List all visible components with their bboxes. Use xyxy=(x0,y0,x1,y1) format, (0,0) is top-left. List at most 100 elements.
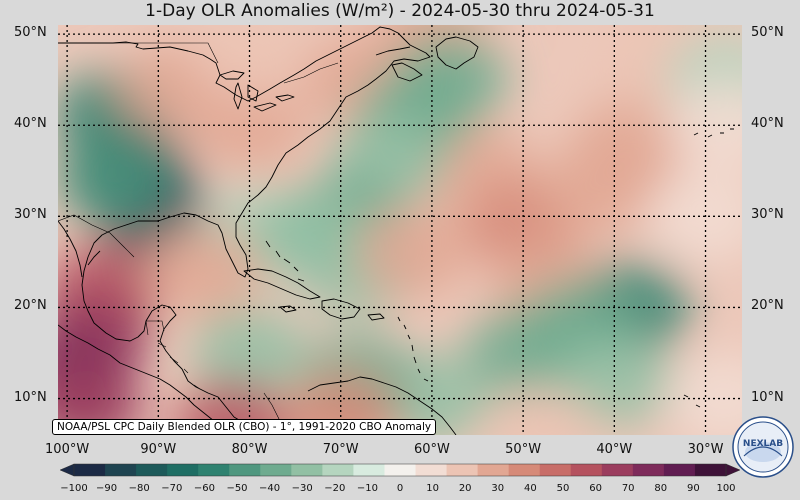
colorbar-swatch xyxy=(74,464,106,476)
coastline-layer xyxy=(58,26,734,435)
colorbar-swatch xyxy=(632,464,665,476)
colorbar-tick-label: 30 xyxy=(491,483,505,494)
colorbar-swatch xyxy=(570,464,603,476)
nova-scotia xyxy=(391,62,423,82)
olr-anomaly-map xyxy=(58,25,742,435)
baja-coastline xyxy=(58,220,83,278)
colorbar-swatch xyxy=(260,464,292,476)
colorbar-swatch xyxy=(384,464,417,476)
colorbar-tick-label: 50 xyxy=(556,483,570,494)
colorbar-tick-label: 10 xyxy=(426,483,439,494)
jamaica xyxy=(279,305,297,313)
colorbar-tick-label: 90 xyxy=(687,483,700,494)
bahamas xyxy=(265,240,305,282)
map-panel xyxy=(58,25,742,435)
colorbar-min-arrow xyxy=(59,463,75,477)
colorbar-swatch xyxy=(167,464,199,476)
colorbar-tick-label: −40 xyxy=(259,483,281,494)
colorbar-scale xyxy=(59,463,741,477)
us-canada-border xyxy=(58,42,339,84)
colorbar-tick-label: −20 xyxy=(324,483,346,494)
lon-label: 40°W xyxy=(596,442,633,457)
lon-label: 50°W xyxy=(505,442,542,457)
colorbar-swatch xyxy=(105,464,137,476)
anomaly-feature xyxy=(538,143,655,235)
colorbar-tick-label: −10 xyxy=(356,483,378,494)
colorbar-swatch xyxy=(694,464,727,476)
lat-label-left: 20°N xyxy=(14,298,47,314)
colorbar-tick-label: 40 xyxy=(524,483,537,494)
north-america-coastline xyxy=(58,26,431,435)
south-america-coastline xyxy=(307,376,457,435)
colorbar-swatch xyxy=(136,464,168,476)
nexlab-logo: NEXLAB xyxy=(732,416,794,478)
colorbar-tick-label: 100 xyxy=(716,483,736,494)
us-mexico-border xyxy=(58,214,135,258)
colorbar-tick-label: 70 xyxy=(621,483,635,494)
anomaly-feature xyxy=(58,133,171,226)
graticule xyxy=(58,25,742,435)
azores xyxy=(693,128,734,138)
lat-label-left: 30°N xyxy=(14,207,47,223)
anomaly-feature xyxy=(282,370,399,435)
anomaly-feature xyxy=(483,389,600,435)
colorbar-tick-label: −50 xyxy=(226,483,248,494)
cuba xyxy=(243,268,321,300)
great-lakes-michigan xyxy=(233,82,243,110)
colorbar-swatch xyxy=(322,464,354,476)
map-title: 1-Day OLR Anomalies (W/m²) - 2024-05-30 … xyxy=(145,1,655,21)
lon-label: 80°W xyxy=(231,442,268,457)
pacific-coast-mexico xyxy=(58,324,223,430)
colorbar-swatch xyxy=(663,464,696,476)
gulf-of-california xyxy=(87,250,101,266)
colorbar-tick-label: 60 xyxy=(589,483,602,494)
colorbar-tick-label: −60 xyxy=(193,483,215,494)
colorbar-swatch xyxy=(229,464,261,476)
colorbar-tick-label: −30 xyxy=(291,483,313,494)
lon-label: 100°W xyxy=(45,442,90,457)
lat-label-left: 50°N xyxy=(14,25,47,41)
source-label: NOAA/PSL CPC Daily Blended OLR (CBO) - 1… xyxy=(52,419,437,435)
colorbar: −100 −90 −80 −70 −60 −50 −40 −30 −20 −10 0 10 20 30 40… xyxy=(59,463,741,500)
gulf-of-st-lawrence xyxy=(375,46,411,56)
colorbar-tick-label: 0 xyxy=(396,483,404,494)
colorbar-tick-label: −70 xyxy=(161,483,183,494)
venezuela-colombia xyxy=(263,392,281,422)
puerto-rico xyxy=(367,313,385,321)
hispaniola xyxy=(321,298,361,320)
colorbar-swatch xyxy=(508,464,541,476)
logo-text: NEXLAB xyxy=(743,439,783,449)
colorbar-swatch xyxy=(415,464,448,476)
lon-label: 70°W xyxy=(322,442,359,457)
lat-label-right: 40°N xyxy=(751,116,784,132)
colorbar-tick-label: 80 xyxy=(654,483,668,494)
great-lakes-ontario xyxy=(275,94,295,102)
nexlab-logo-icon: NEXLAB xyxy=(732,416,794,478)
colorbar-tick-label: −100 xyxy=(60,483,88,494)
colorbar-swatch xyxy=(198,464,230,476)
colorbar-tick-label: −80 xyxy=(128,483,150,494)
colorbar-swatch xyxy=(353,464,385,476)
great-lakes-huron xyxy=(247,84,259,102)
lat-label-right: 30°N xyxy=(751,207,784,223)
cape-verde xyxy=(683,394,701,408)
great-lakes-erie xyxy=(253,102,277,112)
central-america-borders xyxy=(145,320,201,390)
lat-label-right: 50°N xyxy=(751,25,784,41)
anomaly-feature xyxy=(465,307,582,399)
lat-label-left: 40°N xyxy=(14,116,47,132)
anomaly-feature xyxy=(665,352,742,435)
colorbar-swatch xyxy=(477,464,510,476)
colorbar-swatch xyxy=(446,464,479,476)
colorbar-swatch xyxy=(539,464,572,476)
anomaly-field xyxy=(58,25,742,435)
lesser-antilles xyxy=(397,316,429,382)
guatemala-belize xyxy=(146,320,165,332)
colorbar-tick-label: −90 xyxy=(96,483,118,494)
lat-label-left: 10°N xyxy=(14,389,47,405)
colorbar-swatch xyxy=(601,464,634,476)
colorbar-swatch xyxy=(291,464,323,476)
lat-label-right: 20°N xyxy=(751,298,784,314)
anomaly-feature xyxy=(145,225,262,317)
colorbar-tick-label: 20 xyxy=(458,483,472,494)
